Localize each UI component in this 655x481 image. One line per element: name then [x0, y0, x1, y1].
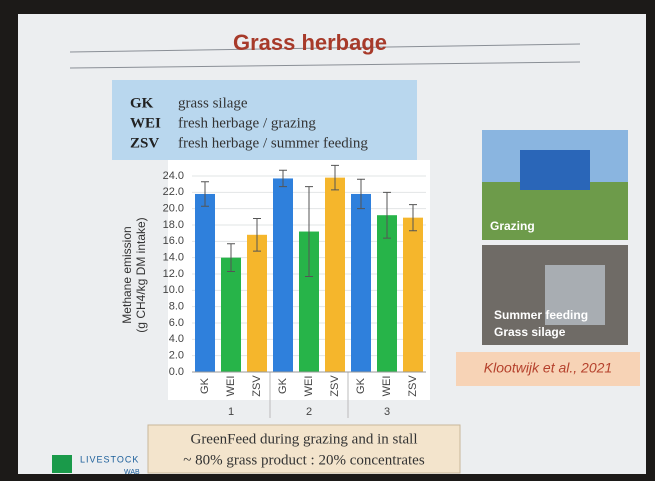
error-bar — [357, 178, 365, 210]
y-tick-label: 10.0 — [163, 284, 184, 296]
error-bar — [279, 169, 287, 188]
group-label: 3 — [384, 406, 390, 418]
photo-feeder — [545, 265, 605, 325]
x-tick-label: WEI — [225, 376, 237, 397]
legend-description: grass silage — [178, 95, 248, 111]
y-tick-label: 24.0 — [163, 170, 184, 182]
x-tick-label: ZSV — [407, 375, 419, 397]
error-bar — [227, 243, 235, 273]
legend-description: fresh herbage / summer feeding — [178, 135, 368, 151]
x-tick-label: ZSV — [329, 375, 341, 397]
photo-caption: Grass silage — [494, 325, 566, 339]
y-tick-label: 4.0 — [169, 333, 184, 345]
title-rule — [69, 43, 581, 53]
x-tick-label: ZSV — [251, 375, 263, 397]
note-line: ~ 80% grass product : 20% concentrates — [183, 452, 425, 468]
logo-text: WAB — [124, 469, 140, 476]
error-bar — [305, 186, 313, 277]
photo-caption: Grazing — [490, 219, 535, 233]
bar — [273, 178, 293, 372]
error-bar — [331, 164, 339, 191]
error-bar — [253, 217, 261, 252]
bar — [299, 231, 319, 372]
bar — [351, 193, 371, 372]
citation: Klootwijk et al., 2021 — [484, 360, 612, 376]
y-axis-label: (g CH4/kg DM intake) — [134, 217, 148, 332]
x-tick-label: GK — [355, 377, 367, 394]
group-label: 1 — [228, 406, 234, 418]
x-tick-label: GK — [277, 377, 289, 394]
bar — [195, 193, 215, 372]
y-tick-label: 0.0 — [169, 366, 184, 378]
error-bar — [201, 181, 209, 207]
y-tick-label: 20.0 — [163, 203, 184, 215]
legend-code: WEI — [130, 115, 161, 131]
y-tick-label: 12.0 — [163, 268, 184, 280]
citation-box — [456, 352, 640, 386]
y-tick-label: 22.0 — [163, 186, 184, 198]
bar — [247, 234, 267, 372]
y-tick-label: 14.0 — [163, 252, 184, 264]
error-bar — [409, 204, 417, 232]
y-tick-label: 6.0 — [169, 317, 184, 329]
x-tick-label: WEI — [303, 376, 315, 397]
slide-title: Grass herbage — [233, 30, 387, 55]
x-tick-label: WEI — [381, 376, 393, 397]
y-axis-label: Methane emission — [120, 226, 134, 323]
title-rule — [69, 61, 581, 69]
legend-code: ZSV — [130, 135, 159, 151]
group-label: 2 — [306, 406, 312, 418]
legend-code: GK — [130, 95, 154, 111]
bar — [221, 257, 241, 372]
x-tick-label: GK — [199, 377, 211, 394]
logo-text: LIVESTOCK — [80, 454, 139, 464]
error-bar — [383, 191, 391, 239]
photo-trailer — [520, 150, 590, 190]
y-tick-label: 8.0 — [169, 301, 184, 313]
logo-mark — [52, 455, 72, 473]
legend-box — [112, 80, 417, 160]
bar — [403, 217, 423, 372]
y-tick-label: 2.0 — [169, 350, 184, 362]
note-box — [147, 424, 461, 474]
photo-caption: Summer feeding — [494, 308, 588, 322]
y-tick-label: 16.0 — [163, 235, 184, 247]
bar — [377, 215, 397, 372]
legend-description: fresh herbage / grazing — [178, 115, 316, 131]
y-tick-label: 18.0 — [163, 219, 184, 231]
bar — [325, 177, 345, 372]
note-line: GreenFeed during grazing and in stall — [190, 431, 417, 447]
